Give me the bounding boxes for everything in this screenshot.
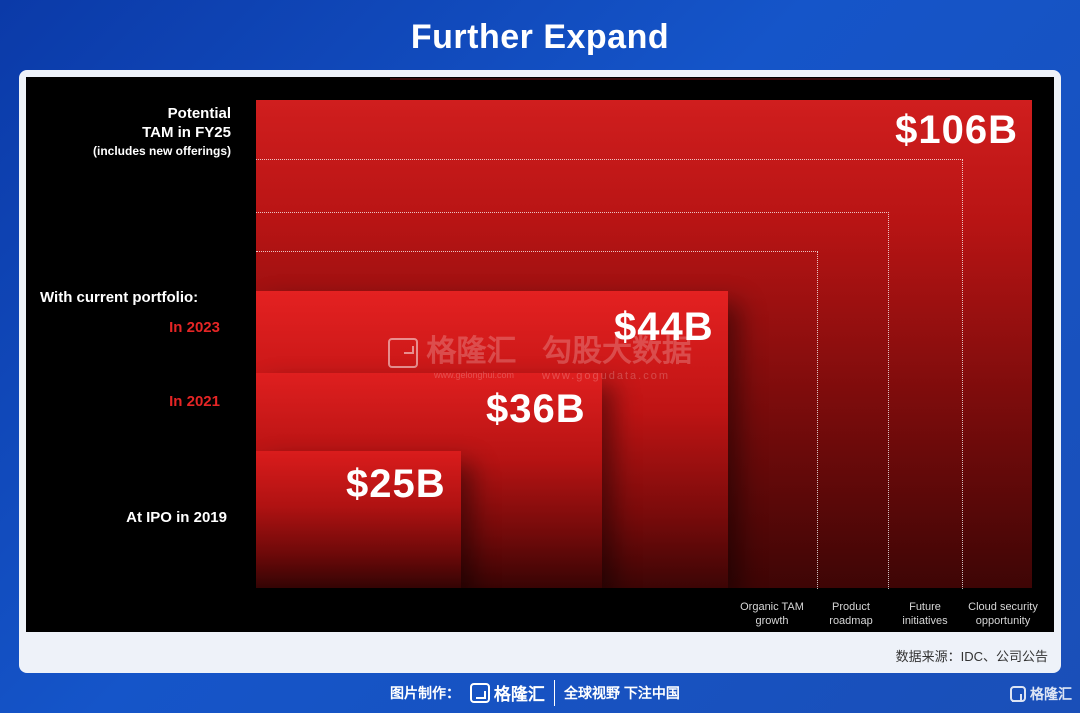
dotted-boundary-product-roadmap	[256, 251, 818, 589]
potential-label-line2: TAM in FY25	[142, 124, 231, 141]
watermark-data-brand: 勾股大数据 www.gogudata.com	[542, 335, 692, 382]
corner-logo-icon	[1010, 686, 1027, 702]
watermark-brand: 格隆汇 www.gelonghui.com	[388, 326, 516, 380]
bar-ipo-2019	[256, 451, 461, 588]
watermark-data-url: www.gogudata.com	[542, 370, 670, 382]
top-accent-line	[390, 78, 950, 80]
potential-note: (includes new offerings)	[92, 144, 231, 158]
page-title: Further Expand	[410, 18, 670, 56]
footer-made-by: 图片制作：	[390, 685, 460, 701]
value-label-44: $44B	[614, 305, 714, 349]
dotted-boundary-future-initiatives	[256, 212, 889, 589]
component-label-product: Product roadmap	[829, 601, 873, 627]
category-label-ipo-2019: At IPO in 2019	[126, 509, 227, 526]
component-label-cloud: Cloud security opportunity	[968, 601, 1038, 627]
footer-corner-logo: 格隆汇	[1010, 684, 1072, 704]
group-label: With current portfolio:	[40, 289, 199, 306]
watermark-logo-icon	[388, 338, 418, 369]
component-label-future: Future initiatives	[902, 601, 948, 627]
footer-slogan: 全球视野 下注中国	[564, 685, 680, 701]
category-label-2023: In 2023	[169, 319, 220, 336]
potential-label-line1: Potential	[167, 105, 231, 122]
category-label-2021: In 2021	[169, 393, 220, 410]
brand-logo-icon	[470, 682, 490, 703]
component-label-organic: Organic TAM growth	[740, 601, 804, 627]
footer-logo: 格隆汇	[470, 680, 545, 705]
value-label-106: $106B	[895, 108, 1018, 152]
watermark-brand-url: www.gelonghui.com	[434, 370, 515, 380]
footer-divider	[554, 680, 555, 706]
dotted-boundary-cloud-security	[256, 159, 963, 589]
source-note: 数据来源：IDC、公司公告	[895, 649, 1048, 664]
footer-bar: 图片制作： 格隆汇 全球视野 下注中国 格隆汇	[0, 680, 1080, 706]
value-label-25: $25B	[346, 462, 446, 506]
value-label-36: $36B	[486, 387, 586, 431]
potential-label: Potential TAM in FY25 (includes new offe…	[93, 104, 231, 161]
